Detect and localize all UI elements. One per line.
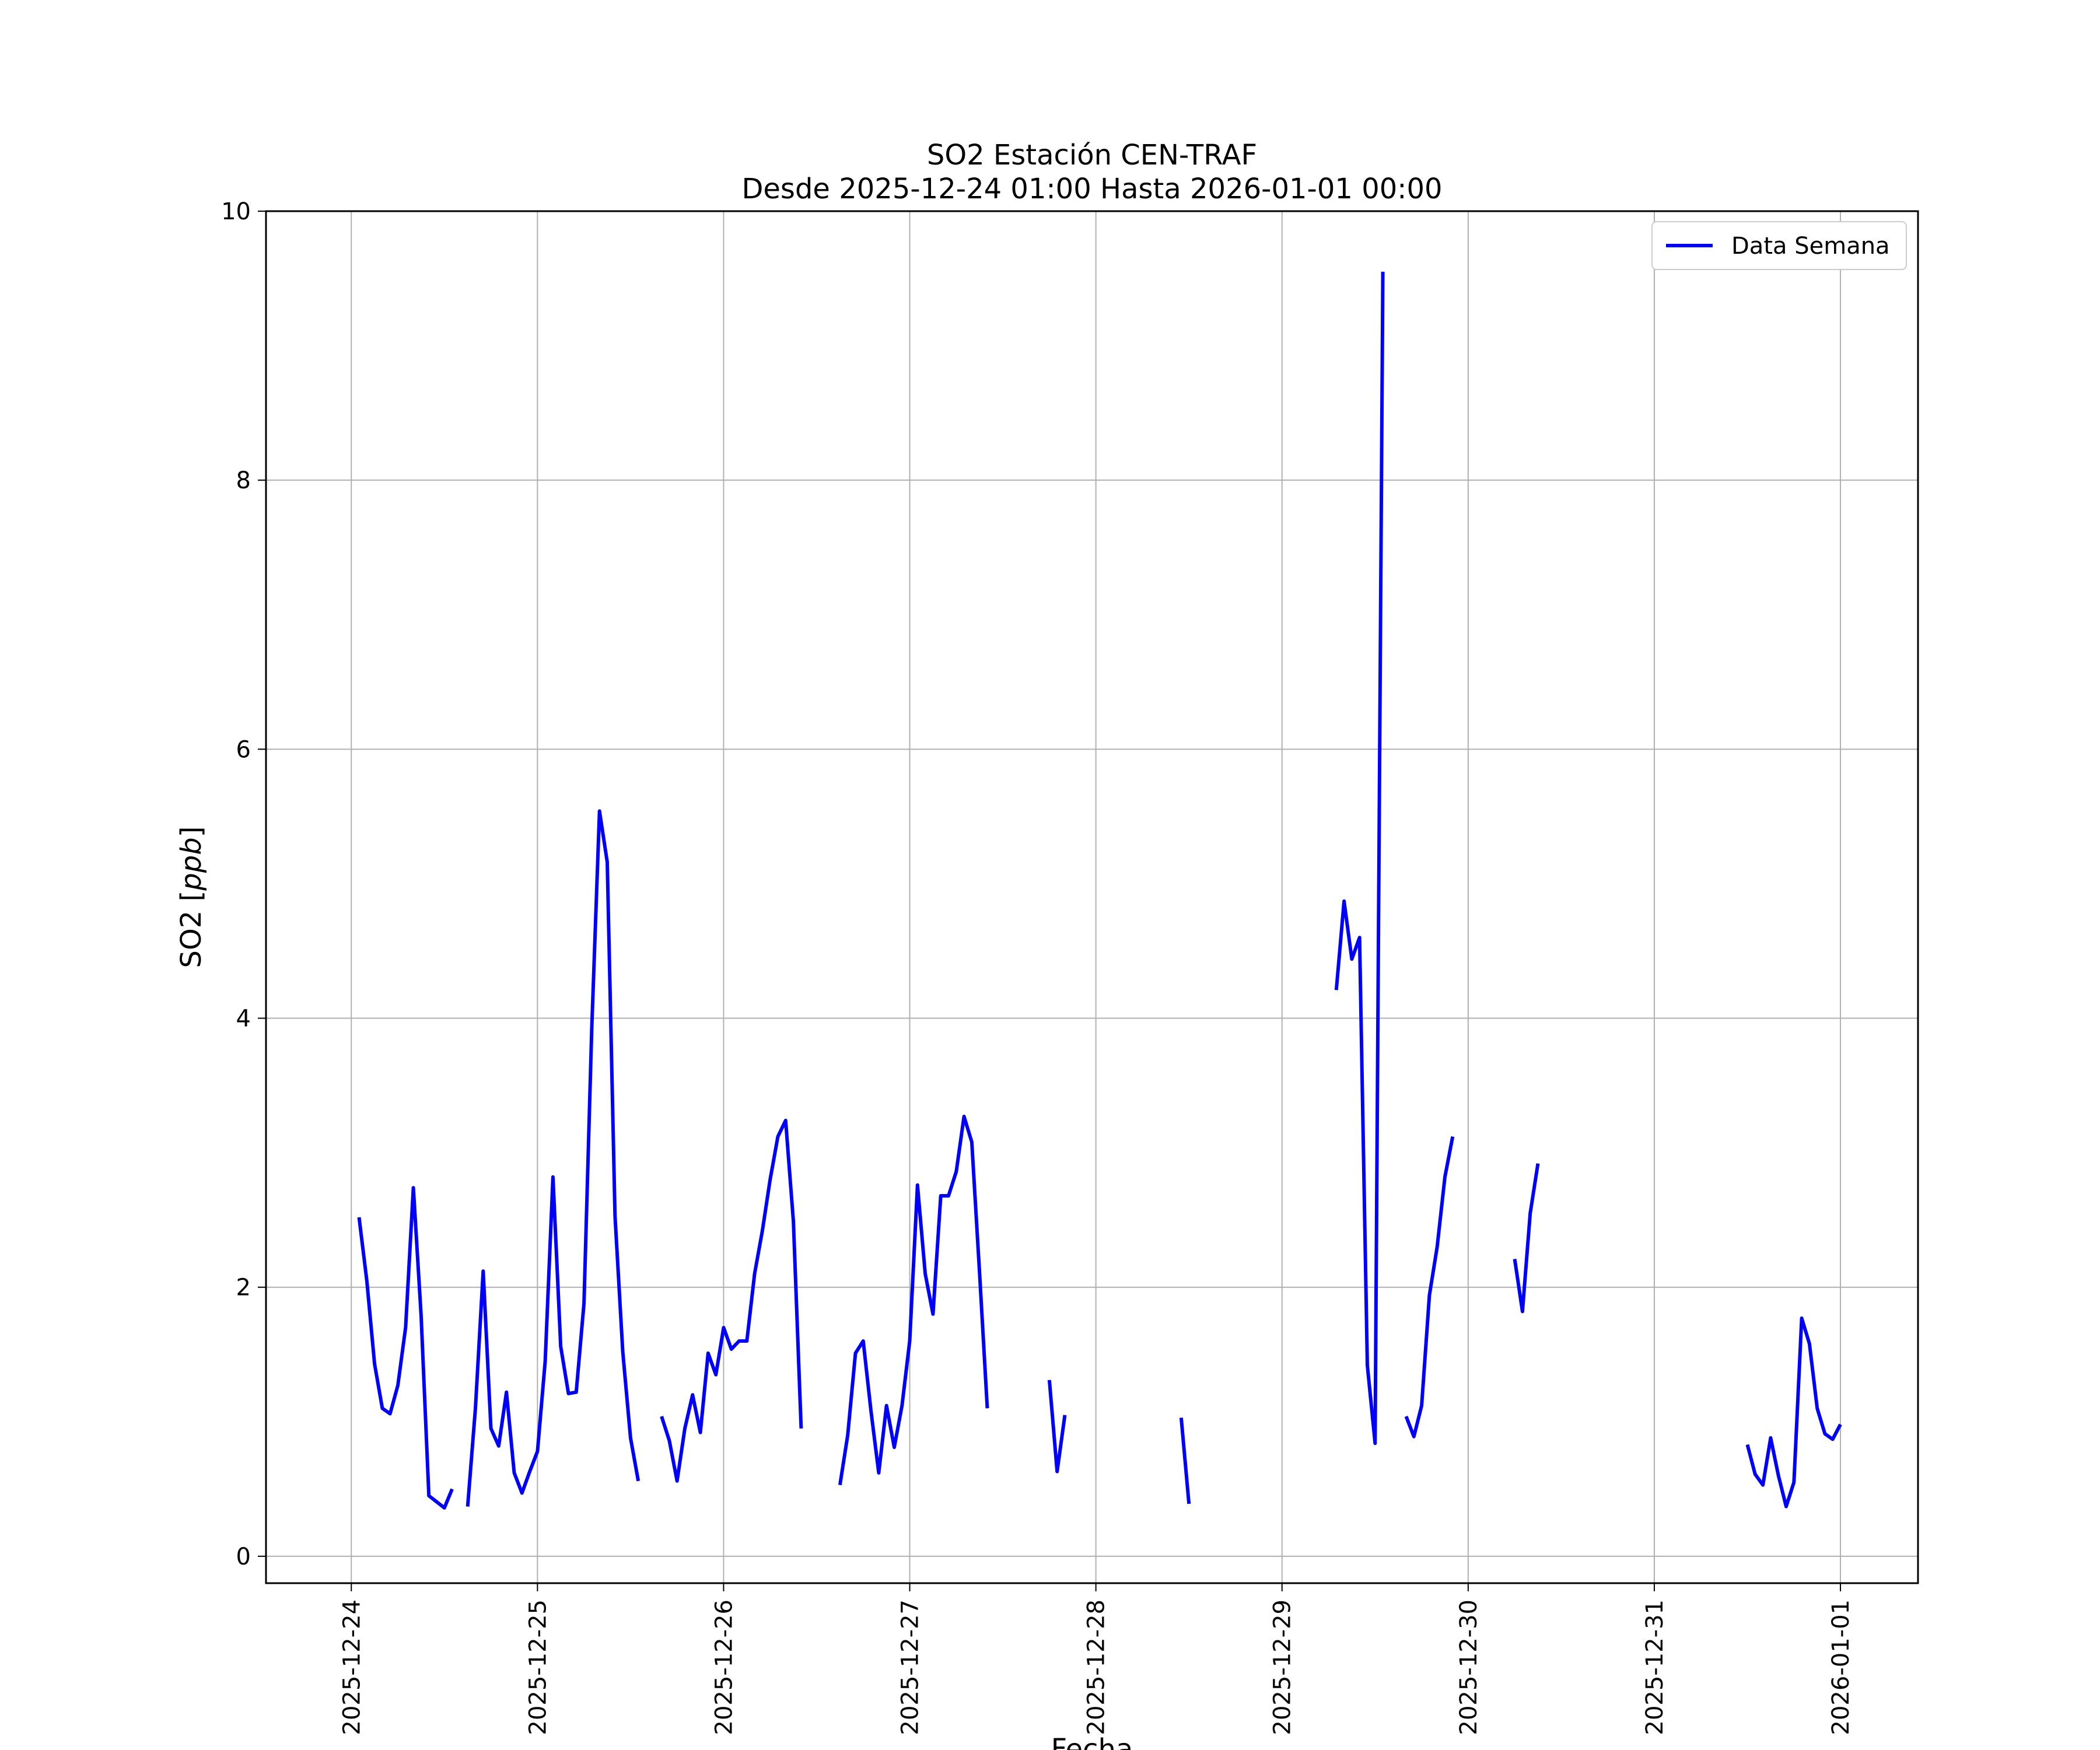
axis-ticks: 2025-12-24 2025-12-25 2025-12-26 2025-12-27…	[221, 198, 1854, 1735]
legend-box	[1651, 221, 1907, 270]
x-tick-label: 2025-12-29	[1269, 1600, 1296, 1735]
plot-frame	[265, 210, 1919, 1584]
x-axis-label: Fecha	[1051, 1733, 1133, 1750]
legend-label: Data Semana	[1731, 233, 1890, 260]
y-tick-label: 2	[236, 1275, 251, 1301]
y-axis-label-suffix: ]	[175, 827, 208, 838]
series-line-segment	[1334, 271, 1385, 1446]
y-tick-label: 4	[236, 1006, 251, 1032]
series-line-segment	[357, 1186, 454, 1510]
series-line-segment	[1404, 1136, 1455, 1438]
x-tick-label: 2025-12-27	[897, 1600, 924, 1735]
y-axis-label-prefix: SO2 [	[175, 891, 208, 968]
chart-subtitle: Desde 2025-12-24 01:00 Hasta 2026-01-01 …	[741, 173, 1442, 205]
x-tick-label: 2025-12-26	[710, 1600, 737, 1735]
y-axis-label: SO2 [ppb]	[175, 827, 208, 968]
series-lines	[357, 271, 1842, 1510]
series-line-segment	[1179, 1418, 1191, 1504]
series-line-segment	[1047, 1380, 1067, 1474]
chart-title: SO2 Estación CEN-TRAF	[927, 139, 1257, 172]
y-tick-label: 10	[221, 198, 251, 225]
x-tick-label: 2025-12-28	[1083, 1600, 1110, 1735]
series-line-segment	[466, 809, 640, 1507]
y-tick-label: 0	[236, 1544, 251, 1570]
series-line-segment	[1513, 1163, 1540, 1314]
x-tick-label: 2025-12-31	[1642, 1600, 1668, 1735]
y-axis-label-unit: ppb	[175, 837, 208, 891]
x-tick-label: 2026-01-01	[1828, 1600, 1854, 1735]
series-line-segment	[838, 1114, 989, 1486]
series-line-segment	[1745, 1316, 1842, 1508]
x-tick-label: 2025-12-25	[524, 1600, 551, 1735]
x-tick-label: 2025-12-30	[1455, 1600, 1482, 1735]
y-tick-label: 6	[236, 736, 251, 763]
legend: Data Semana	[1651, 221, 1907, 270]
series-line-segment	[660, 1118, 803, 1483]
x-tick-label: 2025-12-24	[338, 1600, 365, 1735]
y-tick-label: 8	[236, 467, 251, 494]
